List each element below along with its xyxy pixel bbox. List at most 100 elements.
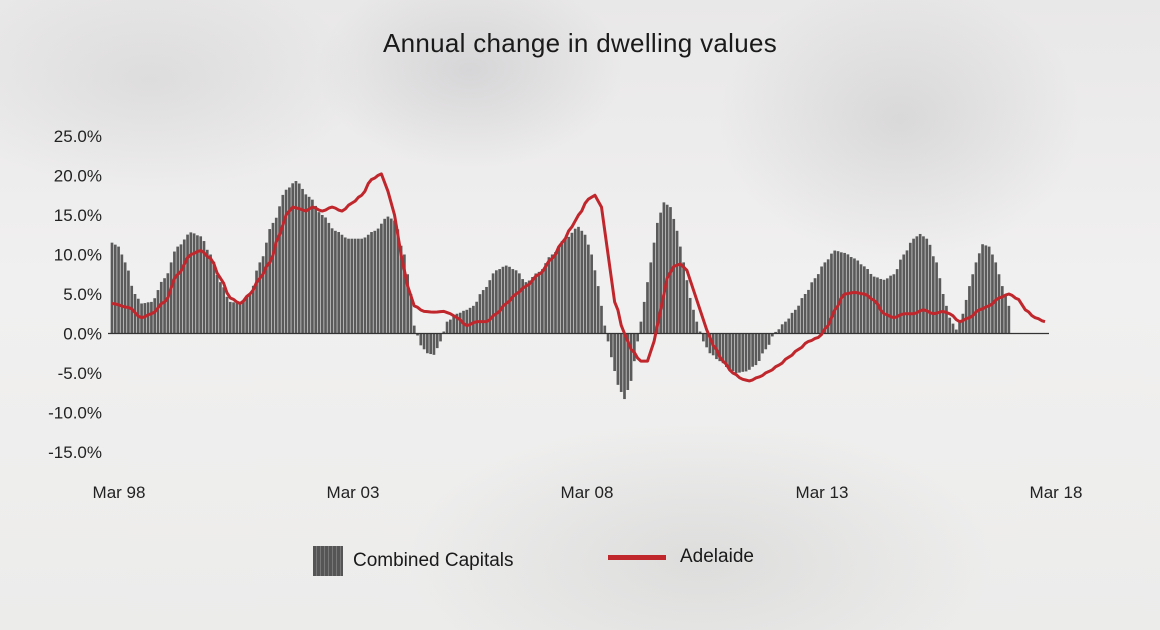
bar-combined-capitals <box>741 333 745 372</box>
bar-combined-capitals <box>787 318 791 334</box>
bar-combined-capitals <box>501 266 505 334</box>
legend-item-combined-capitals: Combined Capitals <box>313 546 514 576</box>
bar-combined-capitals <box>159 281 163 334</box>
bar-combined-capitals <box>751 333 754 367</box>
bar-combined-capitals <box>731 333 735 372</box>
bar-combined-capitals <box>209 254 212 334</box>
bar-combined-capitals <box>324 217 327 334</box>
bar-combined-capitals <box>991 254 994 334</box>
bar-combined-capitals <box>793 309 797 334</box>
bar-combined-capitals <box>445 321 449 334</box>
bar-combined-capitals <box>915 236 919 334</box>
legend-line-swatch <box>608 554 666 560</box>
bar-combined-capitals <box>577 226 580 334</box>
bar-combined-capitals <box>311 199 314 334</box>
legend-label-adelaide: Adelaide <box>680 546 754 567</box>
bar-combined-capitals <box>297 183 301 334</box>
bar-combined-capitals <box>928 244 932 334</box>
bar-combined-capitals <box>879 278 883 334</box>
bar-combined-capitals <box>173 251 176 334</box>
bar-combined-capitals <box>964 299 968 334</box>
bar-combined-capitals <box>219 282 222 334</box>
bar-combined-capitals <box>862 266 866 334</box>
bar-combined-capitals <box>678 246 682 334</box>
bar-combined-capitals <box>1004 295 1007 334</box>
bar-combined-capitals <box>179 244 183 334</box>
bars-layer <box>110 181 1011 400</box>
bar-combined-capitals <box>987 246 991 334</box>
bar-combined-capitals <box>199 236 203 334</box>
bar-combined-capitals <box>373 230 377 334</box>
bar-combined-capitals <box>350 238 354 334</box>
bar-combined-capitals <box>757 333 761 361</box>
bar-combined-capitals <box>537 271 541 334</box>
bar-combined-capitals <box>583 234 587 334</box>
bar-combined-capitals <box>1000 286 1004 334</box>
bar-combined-capitals <box>189 232 193 334</box>
x-tick-label: Mar 13 <box>796 483 849 502</box>
bar-combined-capitals <box>281 194 285 334</box>
bar-combined-capitals <box>153 298 157 334</box>
bar-combined-capitals <box>403 254 406 334</box>
bar-combined-capitals <box>514 270 518 334</box>
bar-combined-capitals <box>393 220 396 334</box>
bar-combined-capitals <box>570 232 574 334</box>
bar-combined-capitals <box>258 262 262 334</box>
bar-combined-capitals <box>265 242 268 334</box>
bar-combined-capitals <box>652 242 656 334</box>
bar-combined-capitals <box>406 274 410 334</box>
bar-combined-capitals <box>941 294 945 334</box>
bar-combined-capitals <box>968 286 971 334</box>
bar-combined-capitals <box>675 230 679 334</box>
bar-combined-capitals <box>146 302 150 334</box>
bar-combined-capitals <box>774 331 777 334</box>
bar-combined-capitals <box>587 244 590 334</box>
bar-combined-capitals <box>399 245 403 334</box>
bar-combined-capitals <box>478 294 482 334</box>
bar-combined-capitals <box>166 273 170 334</box>
bar-combined-capitals <box>110 242 114 334</box>
bar-combined-capitals <box>442 331 446 334</box>
bar-combined-capitals <box>629 333 633 381</box>
bar-combined-capitals <box>813 278 817 334</box>
bar-combined-capitals <box>182 239 186 334</box>
bar-combined-capitals <box>580 230 584 334</box>
bar-combined-capitals <box>554 252 557 334</box>
bar-combined-capitals <box>823 262 827 334</box>
bar-combined-capitals <box>284 189 288 334</box>
bar-combined-capitals <box>685 280 689 334</box>
bar-combined-capitals <box>613 333 616 372</box>
bar-combined-capitals <box>833 250 837 334</box>
x-tick-label: Mar 98 <box>93 483 146 502</box>
bar-combined-capitals <box>527 280 531 334</box>
legend-label-combined-capitals: Combined Capitals <box>353 550 514 571</box>
bar-combined-capitals <box>590 254 593 334</box>
bar-combined-capitals <box>747 333 751 370</box>
bar-combined-capitals <box>830 253 833 334</box>
bar-combined-capitals <box>754 333 758 366</box>
bar-combined-capitals <box>662 202 666 334</box>
bar-combined-capitals <box>784 321 787 334</box>
bar-combined-capitals <box>603 325 607 334</box>
bar-combined-capitals <box>550 254 554 334</box>
bar-combined-capitals <box>320 215 324 334</box>
bar-combined-capitals <box>688 297 692 334</box>
bar-combined-capitals <box>981 244 984 334</box>
bar-combined-capitals <box>902 254 906 334</box>
bar-combined-capitals <box>908 242 912 334</box>
y-tick-label: 0.0% <box>63 325 102 344</box>
bar-combined-capitals <box>656 222 659 334</box>
bar-combined-capitals <box>564 238 567 334</box>
bar-combined-capitals <box>705 333 708 348</box>
bar-combined-capitals <box>491 273 495 334</box>
bar-combined-capitals <box>235 303 239 334</box>
bar-combined-capitals <box>931 256 935 334</box>
y-tick-label: 10.0% <box>54 246 102 265</box>
bar-combined-capitals <box>317 212 321 334</box>
bar-combined-capitals <box>357 238 360 334</box>
bar-combined-capitals <box>836 251 840 334</box>
bar-combined-capitals <box>225 296 229 334</box>
bar-combined-capitals <box>439 333 442 342</box>
bar-combined-capitals <box>849 257 853 334</box>
bar-combined-capitals <box>314 205 318 334</box>
